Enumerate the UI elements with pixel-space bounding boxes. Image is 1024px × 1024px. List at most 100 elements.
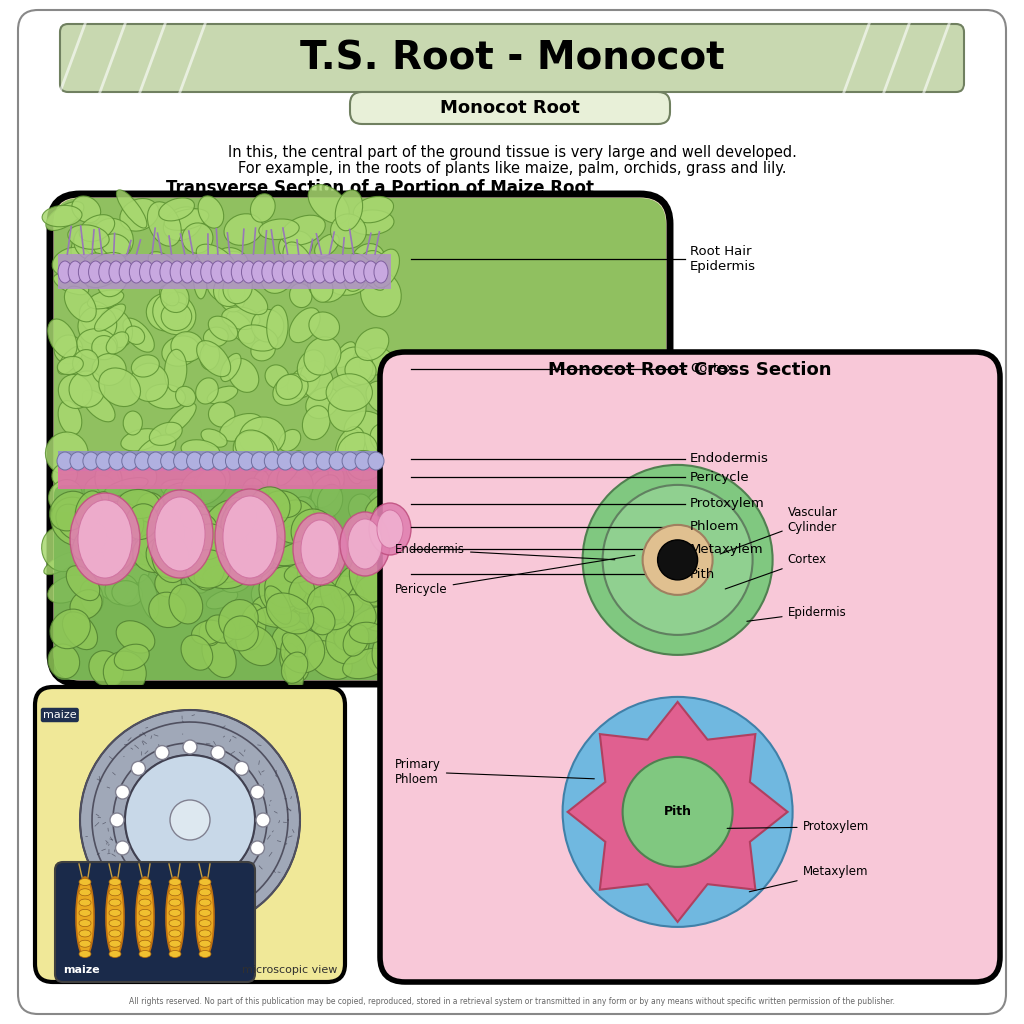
Ellipse shape <box>169 899 181 906</box>
Ellipse shape <box>233 431 279 472</box>
Ellipse shape <box>292 497 315 520</box>
Ellipse shape <box>209 402 234 427</box>
Circle shape <box>211 881 225 894</box>
Ellipse shape <box>161 302 191 331</box>
Ellipse shape <box>252 594 300 625</box>
Ellipse shape <box>199 930 211 937</box>
Text: microscopic view: microscopic view <box>242 965 337 975</box>
Ellipse shape <box>368 542 397 579</box>
Ellipse shape <box>131 355 160 377</box>
Ellipse shape <box>225 452 242 470</box>
Ellipse shape <box>200 342 219 370</box>
Ellipse shape <box>368 557 410 592</box>
Ellipse shape <box>333 261 347 283</box>
Ellipse shape <box>316 452 332 470</box>
Ellipse shape <box>200 452 215 470</box>
Ellipse shape <box>204 549 247 583</box>
Ellipse shape <box>195 466 230 501</box>
Ellipse shape <box>196 877 214 957</box>
Ellipse shape <box>310 274 333 302</box>
Ellipse shape <box>213 452 228 470</box>
Ellipse shape <box>290 452 306 470</box>
Ellipse shape <box>120 199 159 231</box>
Ellipse shape <box>302 509 337 540</box>
Ellipse shape <box>169 909 181 916</box>
Ellipse shape <box>76 877 94 957</box>
Ellipse shape <box>49 492 90 530</box>
Ellipse shape <box>199 899 211 906</box>
Ellipse shape <box>145 384 185 409</box>
Ellipse shape <box>52 247 91 276</box>
Ellipse shape <box>252 309 284 342</box>
Ellipse shape <box>106 877 124 957</box>
Ellipse shape <box>79 301 117 337</box>
Ellipse shape <box>54 335 83 364</box>
Text: Metaxylem: Metaxylem <box>690 543 764 555</box>
Ellipse shape <box>211 261 225 283</box>
Circle shape <box>116 841 130 855</box>
Ellipse shape <box>56 504 90 541</box>
Ellipse shape <box>118 457 157 492</box>
Ellipse shape <box>369 539 401 580</box>
Ellipse shape <box>285 643 303 693</box>
Text: Root Hair
Epidermis: Root Hair Epidermis <box>690 245 756 273</box>
Ellipse shape <box>222 307 260 330</box>
Ellipse shape <box>351 607 387 631</box>
Ellipse shape <box>57 356 83 375</box>
Circle shape <box>657 540 697 580</box>
Ellipse shape <box>112 581 142 606</box>
Ellipse shape <box>89 261 102 283</box>
Ellipse shape <box>348 494 373 522</box>
Ellipse shape <box>79 879 91 886</box>
Ellipse shape <box>351 244 385 278</box>
Ellipse shape <box>83 253 106 278</box>
Circle shape <box>562 697 793 927</box>
Ellipse shape <box>223 616 258 651</box>
Ellipse shape <box>279 230 312 261</box>
Ellipse shape <box>278 452 293 470</box>
Ellipse shape <box>267 464 313 506</box>
Ellipse shape <box>278 525 309 561</box>
Ellipse shape <box>289 586 323 613</box>
Ellipse shape <box>181 550 216 574</box>
FancyBboxPatch shape <box>54 485 666 680</box>
Circle shape <box>125 755 255 885</box>
Ellipse shape <box>214 248 249 279</box>
Ellipse shape <box>147 452 164 470</box>
Ellipse shape <box>336 347 373 386</box>
Ellipse shape <box>335 427 365 468</box>
Ellipse shape <box>139 899 151 906</box>
Ellipse shape <box>301 520 339 578</box>
Ellipse shape <box>109 930 121 937</box>
Ellipse shape <box>207 386 238 403</box>
Ellipse shape <box>279 429 301 452</box>
Ellipse shape <box>146 503 167 518</box>
Ellipse shape <box>373 456 402 494</box>
Ellipse shape <box>70 590 102 620</box>
Ellipse shape <box>255 606 300 628</box>
FancyBboxPatch shape <box>350 92 670 124</box>
Ellipse shape <box>169 879 181 886</box>
Ellipse shape <box>74 225 111 261</box>
Ellipse shape <box>95 462 122 497</box>
Ellipse shape <box>175 539 210 562</box>
Ellipse shape <box>353 520 388 543</box>
Ellipse shape <box>190 554 218 592</box>
Ellipse shape <box>139 879 151 886</box>
Ellipse shape <box>311 475 340 508</box>
Ellipse shape <box>99 308 132 347</box>
Text: Transverse Section of a Portion of Maize Root: Transverse Section of a Portion of Maize… <box>166 179 594 197</box>
Ellipse shape <box>343 565 373 606</box>
Ellipse shape <box>50 609 90 648</box>
Ellipse shape <box>104 466 134 499</box>
Ellipse shape <box>304 337 341 375</box>
Ellipse shape <box>217 540 260 556</box>
Circle shape <box>183 886 197 900</box>
Ellipse shape <box>261 261 294 293</box>
Ellipse shape <box>139 940 151 947</box>
Ellipse shape <box>73 349 98 376</box>
Ellipse shape <box>335 342 356 368</box>
Ellipse shape <box>146 536 190 579</box>
Text: T.S. Root - Monocot: T.S. Root - Monocot <box>300 39 724 77</box>
Ellipse shape <box>231 522 257 561</box>
